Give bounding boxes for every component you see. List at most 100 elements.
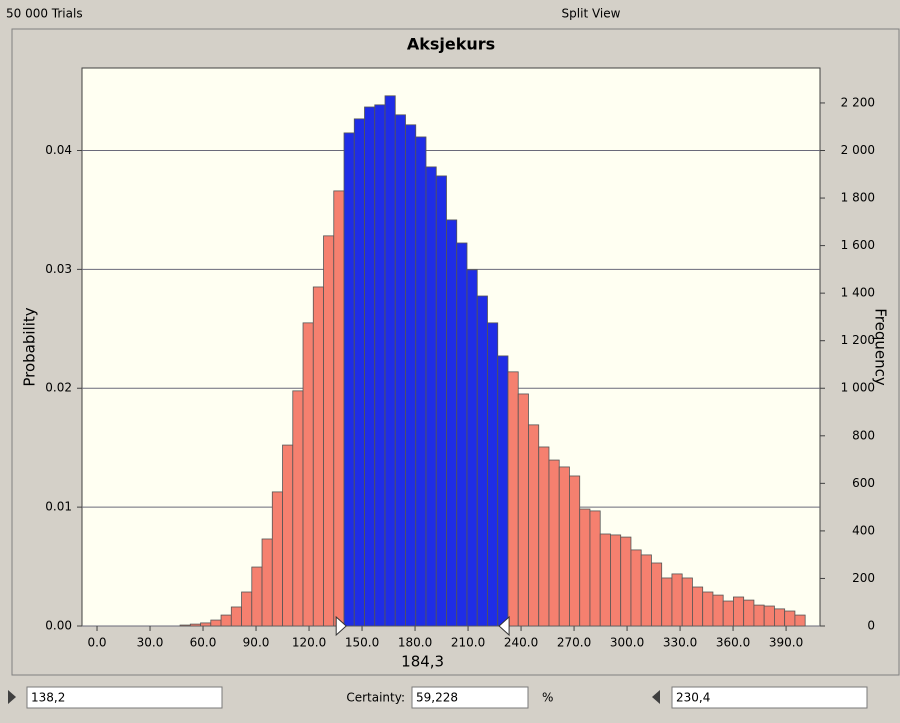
bar bbox=[230, 606, 242, 627]
bar bbox=[405, 124, 417, 627]
y2-tick-label: 1 600 bbox=[841, 238, 875, 252]
y2-tick-label: 800 bbox=[852, 428, 875, 442]
bar bbox=[692, 586, 704, 627]
bar bbox=[476, 295, 488, 627]
bar bbox=[271, 491, 283, 627]
bar bbox=[620, 536, 632, 627]
y-tick-label: 0.01 bbox=[45, 500, 72, 514]
x-tick-label: 360.0 bbox=[716, 636, 750, 650]
lower-icon bbox=[8, 690, 16, 704]
certainty-input[interactable] bbox=[411, 686, 529, 709]
y2-tick-label: 1 200 bbox=[841, 333, 875, 347]
y-tick-label: 0.00 bbox=[45, 619, 72, 633]
x-tick-label: 30.0 bbox=[137, 636, 164, 650]
x-tick-label: 390.0 bbox=[769, 636, 803, 650]
bar bbox=[261, 538, 273, 627]
x-tick-label: 60.0 bbox=[190, 636, 217, 650]
y-tick-label: 0.04 bbox=[45, 143, 72, 157]
bar bbox=[384, 95, 396, 627]
y2-tick-label: 1 400 bbox=[841, 286, 875, 300]
bar bbox=[333, 190, 345, 627]
y2-tick-label: 600 bbox=[852, 476, 875, 490]
bar bbox=[558, 466, 570, 627]
bar bbox=[722, 600, 734, 627]
bar bbox=[364, 106, 376, 627]
bar bbox=[189, 623, 201, 627]
bar bbox=[241, 591, 253, 627]
y2-tick-label: 200 bbox=[852, 571, 875, 585]
bar bbox=[630, 549, 642, 627]
chart-title: Aksjekurs bbox=[407, 35, 495, 54]
bar bbox=[774, 608, 786, 627]
upper-input[interactable] bbox=[671, 686, 868, 709]
bar bbox=[415, 136, 427, 627]
bar bbox=[200, 622, 212, 627]
bar bbox=[446, 219, 458, 627]
y2-tick-label: 1 000 bbox=[841, 381, 875, 395]
bar bbox=[374, 104, 386, 627]
certainty-label: Certainty: bbox=[346, 691, 405, 705]
certainty-unit: % bbox=[542, 691, 553, 705]
y2-tick-label: 2 200 bbox=[841, 95, 875, 109]
bar bbox=[661, 577, 673, 627]
x-tick-label: 180.0 bbox=[398, 636, 432, 650]
upper-input-text[interactable]: 230,4 bbox=[676, 691, 710, 705]
bar bbox=[671, 573, 683, 627]
bar bbox=[589, 510, 601, 627]
upper-icon bbox=[652, 690, 660, 704]
y2-axis-title: Frequency bbox=[872, 308, 890, 386]
lower-input[interactable] bbox=[26, 686, 223, 709]
x-tick-label: 90.0 bbox=[243, 636, 270, 650]
y2-tick-label: 0 bbox=[867, 619, 875, 633]
y2-tick-label: 2 000 bbox=[841, 143, 875, 157]
bar bbox=[210, 619, 222, 627]
x-tick-label: 330.0 bbox=[663, 636, 697, 650]
bar bbox=[763, 605, 775, 627]
bar bbox=[251, 566, 263, 627]
bar bbox=[497, 355, 509, 627]
bar bbox=[323, 235, 335, 627]
y-axis-title: Probability bbox=[21, 307, 39, 386]
bar bbox=[538, 446, 550, 627]
bar bbox=[435, 175, 447, 627]
bar bbox=[292, 390, 304, 627]
x-tick-label: 270.0 bbox=[557, 636, 591, 650]
bar bbox=[651, 562, 663, 627]
y-tick-label: 0.03 bbox=[45, 262, 72, 276]
bar bbox=[712, 594, 724, 627]
x-tick-label: 240.0 bbox=[504, 636, 538, 650]
bar bbox=[220, 614, 232, 627]
y2-tick-label: 400 bbox=[852, 523, 875, 537]
y2-tick-label: 1 800 bbox=[841, 191, 875, 205]
view-label[interactable]: Split View bbox=[562, 7, 621, 21]
bar bbox=[466, 269, 478, 627]
upper-marker bbox=[498, 615, 510, 637]
x-tick-label: 120.0 bbox=[292, 636, 326, 650]
lower-marker bbox=[335, 615, 347, 637]
bar bbox=[610, 534, 622, 627]
bar bbox=[353, 118, 365, 627]
bar bbox=[282, 444, 294, 627]
bar bbox=[487, 322, 499, 627]
bar bbox=[569, 475, 581, 627]
bar bbox=[640, 554, 652, 627]
bar bbox=[743, 599, 755, 627]
bar bbox=[794, 614, 806, 627]
x-tick-label: 300.0 bbox=[610, 636, 644, 650]
bar bbox=[456, 242, 468, 627]
bar bbox=[733, 596, 745, 627]
bar bbox=[343, 132, 355, 627]
certainty-input-text[interactable]: 59,228 bbox=[416, 691, 458, 705]
plot: 0.00 0.01 0.02 0.03 0.04 0 200 400 600 800 1 000 1 … bbox=[45, 95, 875, 671]
bar bbox=[702, 591, 714, 627]
x-tick-label: 210.0 bbox=[451, 636, 485, 650]
x-tick-label: 150.0 bbox=[345, 636, 379, 650]
bar bbox=[681, 577, 693, 627]
bar bbox=[517, 393, 529, 627]
bar bbox=[425, 166, 437, 627]
mean-label: 184,3 bbox=[401, 653, 444, 671]
lower-input-text[interactable]: 138,2 bbox=[31, 691, 65, 705]
y-tick-label: 0.02 bbox=[45, 381, 72, 395]
bar bbox=[528, 424, 540, 627]
